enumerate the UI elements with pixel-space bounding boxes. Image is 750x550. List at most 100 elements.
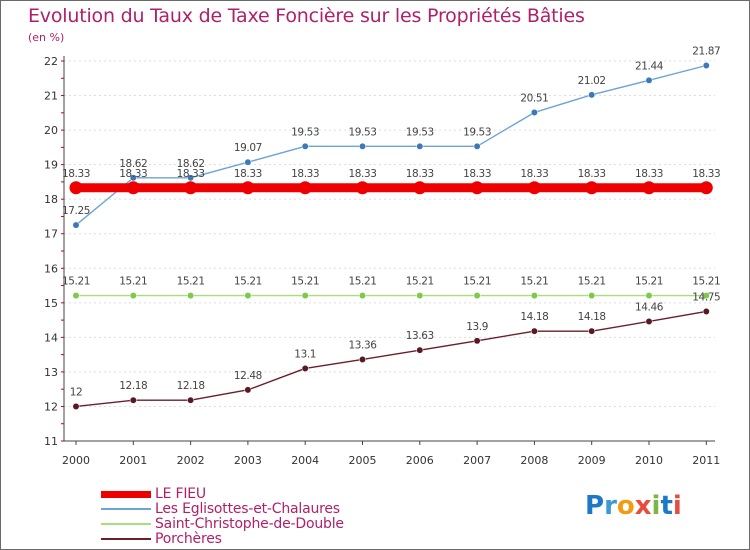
data-label: 13.63 [406,330,434,342]
data-label: 15.21 [234,276,262,288]
data-label: 15.21 [291,276,319,288]
legend-label: LE FIEU [155,486,206,502]
data-point [416,292,424,300]
data-label: 19.07 [234,142,262,154]
legend-swatch-saint-christophe [101,523,151,525]
legend-label: Saint-Christophe-de-Double [155,516,344,532]
logo-letter: x [634,491,652,521]
data-point [530,292,538,300]
logo-letter: o [616,491,635,521]
data-label: 14.18 [578,311,606,323]
data-point [416,346,424,354]
y-tick-label: 15 [44,297,58,310]
data-label: 15.21 [406,276,434,288]
data-point [416,142,424,150]
y-tick-label: 21 [44,90,58,103]
data-point [359,292,366,300]
grid-layer [64,60,715,407]
data-point [588,91,596,99]
x-tick-label: 2007 [463,454,491,467]
data-label: 17.25 [62,205,90,217]
data-label: 14.18 [520,311,548,323]
data-point [588,292,596,300]
chart-title: Evolution du Taux de Taxe Foncière sur l… [28,5,585,27]
data-point [702,62,710,69]
data-label: 14.46 [635,301,664,313]
legend-item-le-fieu[interactable]: LE FIEU [101,486,206,502]
data-label: 15.21 [635,276,663,288]
x-tick-label: 2004 [291,454,319,467]
y-tick-label: 22 [44,55,58,68]
data-point [298,181,312,195]
data-label: 18.33 [234,168,262,180]
data-point [356,181,369,195]
y-tick-label: 19 [44,159,58,172]
x-tick-label: 2010 [635,454,663,467]
data-label: 18.33 [291,168,319,180]
data-label: 18.33 [62,168,90,180]
legend-item-saint-christophe[interactable]: Saint-Christophe-de-Double [101,516,344,532]
data-label: 12.18 [177,380,205,392]
data-label: 21.87 [692,45,720,57]
data-point [241,181,255,195]
data-point [473,292,481,300]
series-line [75,310,707,408]
data-label: 18.33 [635,168,663,180]
data-label: 18.33 [692,168,720,180]
x-tick-label: 2001 [119,454,147,467]
data-point [359,142,366,150]
data-point [244,292,252,300]
legend-label: Les Eglisottes-et-Chalaures [155,501,340,517]
data-point [702,292,710,300]
data-point [187,396,195,404]
data-label: 12.18 [119,380,147,392]
y-tick-label: 11 [44,435,58,448]
data-point [187,292,195,300]
y-tick-label: 14 [44,331,58,344]
data-label: 19.53 [463,126,491,138]
legend-item-les-eglisottes[interactable]: Les Eglisottes-et-Chalaures [101,501,340,517]
data-label: 15.21 [177,276,205,288]
y-tick-label: 20 [44,124,58,137]
data-label: 21.44 [635,60,664,72]
data-label: 18.33 [348,168,376,180]
axis-layer: 11 12 13 14 15 16 17 18 19 20 21 22 2000 2001 2002 2003… [44,55,720,467]
data-label: 18.33 [406,168,434,180]
data-label: 12.48 [234,370,262,382]
x-tick-label: 2006 [406,454,434,467]
data-label: 19.53 [348,126,376,138]
data-point [645,292,653,300]
legend-item-porcheres[interactable]: Porchères [101,531,222,547]
x-tick-label: 2000 [62,454,90,467]
data-point [126,181,140,195]
data-point [244,386,252,394]
series-line [75,64,707,226]
data-label: 15.21 [578,276,606,288]
data-point [473,142,481,150]
data-point [527,181,541,195]
data-label: 18.33 [177,168,205,180]
data-point [301,365,309,372]
data-point [301,292,309,300]
logo-letter: t [660,491,673,521]
data-label: 15.21 [119,276,147,288]
legend-swatch-les-eglisottes [101,508,151,510]
data-label: 18.33 [119,168,147,180]
data-label: 18.62 [119,158,147,170]
x-tick-label: 2005 [349,454,377,467]
data-label: 13.1 [294,348,316,360]
proxiti-logo[interactable]: Proxiti [585,491,682,521]
data-point [413,181,427,195]
data-label: 21.02 [578,75,606,87]
data-label: 15.21 [520,276,548,288]
data-point [72,403,80,410]
data-label: 15.21 [692,276,720,288]
data-label: 13.9 [466,321,488,333]
data-point [184,181,198,195]
data-label-layer: 18.33 18.33 18.33 18.33 18.33 18.33 18.33 18.33… [62,45,721,398]
data-point [359,356,366,363]
data-point [645,76,653,84]
data-label: 15.21 [348,276,376,288]
data-label: 18.33 [578,168,606,180]
